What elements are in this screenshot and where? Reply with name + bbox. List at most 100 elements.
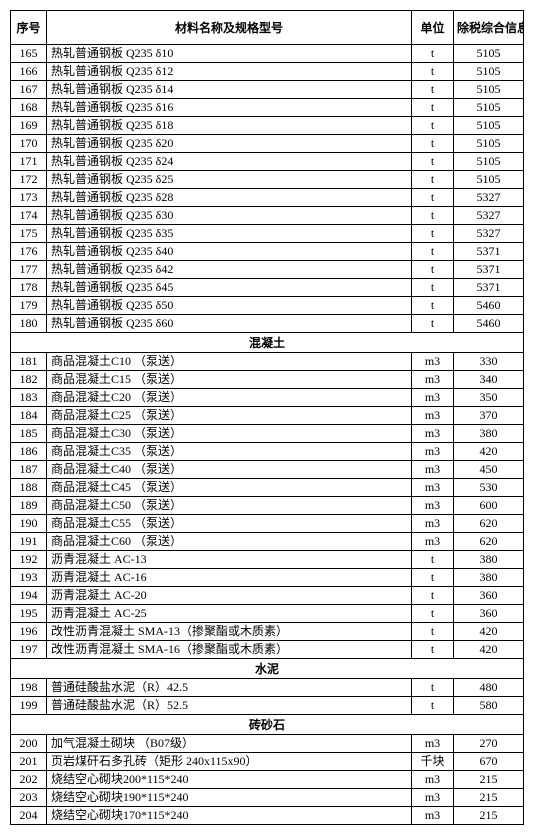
price-cell: 5327 xyxy=(454,189,524,207)
name-cell: 普通硅酸盐水泥（R）42.5 xyxy=(47,679,412,697)
table-row: 191商品混凝土C60 （泵送）m3620 xyxy=(11,533,524,551)
price-cell: 380 xyxy=(454,551,524,569)
table-row: 172热轧普通钢板 Q235 δ25t5105 xyxy=(11,171,524,189)
name-cell: 热轧普通钢板 Q235 δ35 xyxy=(47,225,412,243)
table-row: 188商品混凝土C45 （泵送）m3530 xyxy=(11,479,524,497)
seq-cell: 189 xyxy=(11,497,47,515)
price-cell: 360 xyxy=(454,605,524,623)
table-row: 187商品混凝土C40 （泵送）m3450 xyxy=(11,461,524,479)
seq-cell: 181 xyxy=(11,353,47,371)
unit-cell: m3 xyxy=(412,389,454,407)
section-label: 水泥 xyxy=(11,659,524,679)
seq-cell: 177 xyxy=(11,261,47,279)
price-cell: 5105 xyxy=(454,153,524,171)
seq-cell: 169 xyxy=(11,117,47,135)
price-cell: 420 xyxy=(454,623,524,641)
price-cell: 480 xyxy=(454,679,524,697)
unit-cell: t xyxy=(412,641,454,659)
table-row: 192沥青混凝土 AC-13t380 xyxy=(11,551,524,569)
unit-cell: t xyxy=(412,99,454,117)
name-cell: 页岩煤矸石多孔砖（矩形 240x115x90） xyxy=(47,753,412,771)
unit-cell: t xyxy=(412,279,454,297)
table-row: 173热轧普通钢板 Q235 δ28t5327 xyxy=(11,189,524,207)
header-unit: 单位 xyxy=(412,11,454,45)
name-cell: 加气混凝土砌块 （B07级） xyxy=(47,735,412,753)
name-cell: 商品混凝土C40 （泵送） xyxy=(47,461,412,479)
price-cell: 5105 xyxy=(454,99,524,117)
name-cell: 热轧普通钢板 Q235 δ30 xyxy=(47,207,412,225)
seq-cell: 179 xyxy=(11,297,47,315)
table-row: 203烧结空心砌块190*115*240m3215 xyxy=(11,789,524,807)
name-cell: 商品混凝土C25 （泵送） xyxy=(47,407,412,425)
table-row: 179热轧普通钢板 Q235 δ50t5460 xyxy=(11,297,524,315)
name-cell: 热轧普通钢板 Q235 δ18 xyxy=(47,117,412,135)
unit-cell: t xyxy=(412,569,454,587)
price-cell: 530 xyxy=(454,479,524,497)
price-cell: 620 xyxy=(454,515,524,533)
materials-table: 序号 材料名称及规格型号 单位 除税综合信息价 165热轧普通钢板 Q235 δ… xyxy=(10,10,524,825)
name-cell: 商品混凝土C15 （泵送） xyxy=(47,371,412,389)
price-cell: 380 xyxy=(454,569,524,587)
seq-cell: 199 xyxy=(11,697,47,715)
unit-cell: t xyxy=(412,679,454,697)
name-cell: 热轧普通钢板 Q235 δ50 xyxy=(47,297,412,315)
price-cell: 5105 xyxy=(454,81,524,99)
seq-cell: 203 xyxy=(11,789,47,807)
price-cell: 5460 xyxy=(454,297,524,315)
seq-cell: 173 xyxy=(11,189,47,207)
name-cell: 商品混凝土C10 （泵送） xyxy=(47,353,412,371)
unit-cell: m3 xyxy=(412,443,454,461)
seq-cell: 190 xyxy=(11,515,47,533)
table-row: 182商品混凝土C15 （泵送）m3340 xyxy=(11,371,524,389)
table-row: 199普通硅酸盐水泥（R）52.5t580 xyxy=(11,697,524,715)
name-cell: 改性沥青混凝土 SMA-13（掺聚酯或木质素） xyxy=(47,623,412,641)
seq-cell: 174 xyxy=(11,207,47,225)
unit-cell: m3 xyxy=(412,407,454,425)
price-cell: 330 xyxy=(454,353,524,371)
price-cell: 370 xyxy=(454,407,524,425)
seq-cell: 180 xyxy=(11,315,47,333)
seq-cell: 171 xyxy=(11,153,47,171)
section-label: 混凝土 xyxy=(11,333,524,353)
seq-cell: 191 xyxy=(11,533,47,551)
name-cell: 热轧普通钢板 Q235 δ25 xyxy=(47,171,412,189)
section-row: 砖砂石 xyxy=(11,715,524,735)
name-cell: 热轧普通钢板 Q235 δ14 xyxy=(47,81,412,99)
unit-cell: m3 xyxy=(412,353,454,371)
unit-cell: m3 xyxy=(412,479,454,497)
seq-cell: 176 xyxy=(11,243,47,261)
table-row: 169热轧普通钢板 Q235 δ18t5105 xyxy=(11,117,524,135)
table-row: 195沥青混凝土 AC-25t360 xyxy=(11,605,524,623)
name-cell: 改性沥青混凝土 SMA-16（掺聚酯或木质素） xyxy=(47,641,412,659)
name-cell: 沥青混凝土 AC-13 xyxy=(47,551,412,569)
table-row: 177热轧普通钢板 Q235 δ42t5371 xyxy=(11,261,524,279)
unit-cell: m3 xyxy=(412,371,454,389)
price-cell: 215 xyxy=(454,771,524,789)
price-cell: 5327 xyxy=(454,225,524,243)
name-cell: 沥青混凝土 AC-25 xyxy=(47,605,412,623)
price-cell: 420 xyxy=(454,443,524,461)
unit-cell: t xyxy=(412,551,454,569)
unit-cell: 千块 xyxy=(412,753,454,771)
seq-cell: 197 xyxy=(11,641,47,659)
price-cell: 270 xyxy=(454,735,524,753)
unit-cell: m3 xyxy=(412,533,454,551)
name-cell: 热轧普通钢板 Q235 δ40 xyxy=(47,243,412,261)
name-cell: 商品混凝土C20 （泵送） xyxy=(47,389,412,407)
name-cell: 热轧普通钢板 Q235 δ12 xyxy=(47,63,412,81)
unit-cell: t xyxy=(412,117,454,135)
table-row: 189商品混凝土C50 （泵送）m3600 xyxy=(11,497,524,515)
table-row: 186商品混凝土C35 （泵送）m3420 xyxy=(11,443,524,461)
table-row: 167热轧普通钢板 Q235 δ14t5105 xyxy=(11,81,524,99)
unit-cell: m3 xyxy=(412,771,454,789)
name-cell: 烧结空心砌块170*115*240 xyxy=(47,807,412,825)
price-cell: 380 xyxy=(454,425,524,443)
seq-cell: 165 xyxy=(11,45,47,63)
price-cell: 620 xyxy=(454,533,524,551)
name-cell: 热轧普通钢板 Q235 δ60 xyxy=(47,315,412,333)
name-cell: 热轧普通钢板 Q235 δ24 xyxy=(47,153,412,171)
table-row: 197改性沥青混凝土 SMA-16（掺聚酯或木质素）t420 xyxy=(11,641,524,659)
price-cell: 5371 xyxy=(454,261,524,279)
table-row: 198普通硅酸盐水泥（R）42.5t480 xyxy=(11,679,524,697)
seq-cell: 186 xyxy=(11,443,47,461)
